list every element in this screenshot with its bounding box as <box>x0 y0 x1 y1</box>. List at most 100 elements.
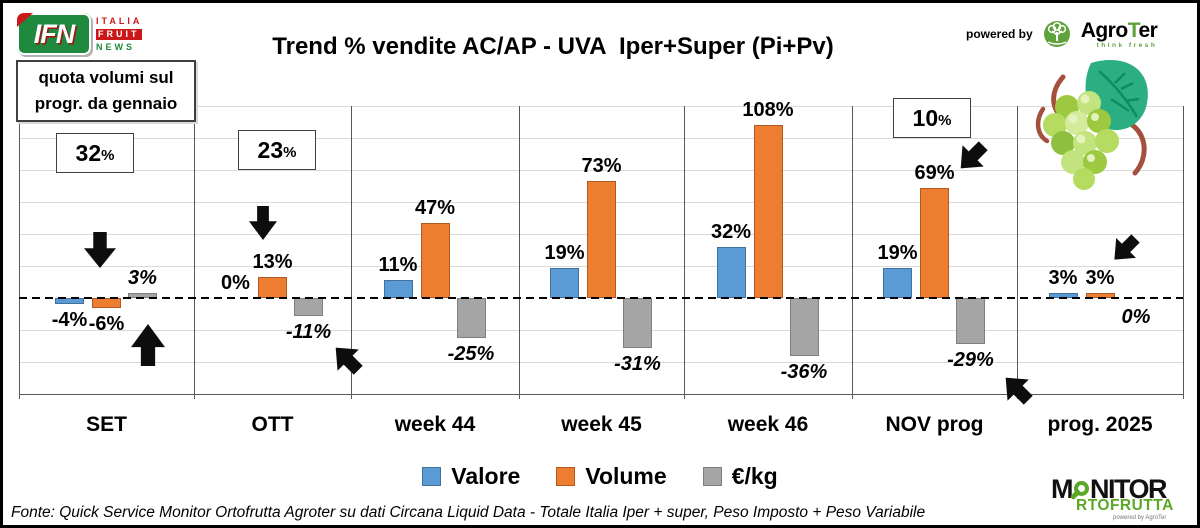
bar---kg-week-45 <box>623 298 652 348</box>
legend-item-volume: Volume <box>556 463 667 490</box>
category-separator <box>1017 106 1018 394</box>
agroter-tree-icon <box>1043 21 1070 47</box>
magnifier-icon <box>1074 481 1089 496</box>
bar-volume-set <box>92 298 121 308</box>
x-axis-label-week-46: week 46 <box>727 413 809 436</box>
powered-by-label: powered by <box>966 27 1033 41</box>
x-axis-label-week-45: week 45 <box>561 413 642 436</box>
quota-annotation-line1: quota volumi sul <box>38 67 174 87</box>
bar---kg-week-44 <box>456 298 486 338</box>
bar-valore-week-45 <box>550 267 579 298</box>
bar-valore-week-46 <box>716 246 746 298</box>
zero-baseline <box>19 297 1183 299</box>
bar-value-label: 11% <box>378 254 418 277</box>
bar-value-label: 3% <box>1048 267 1078 290</box>
bar-value-label: 108% <box>742 99 794 122</box>
category-separator <box>1183 106 1184 394</box>
bar-value-label: -31% <box>614 352 661 375</box>
powered-by-agroter: powered by AgroTer think fresh <box>966 19 1158 49</box>
bar---kg-week-46 <box>789 298 819 356</box>
bar-value-label: 13% <box>252 251 293 274</box>
bar-value-label: 19% <box>544 241 585 264</box>
bar-value-label: -6% <box>88 312 125 335</box>
bar-value-label: 3% <box>128 267 157 290</box>
agroter-tagline: think fresh <box>1096 42 1158 49</box>
quota-unit: % <box>283 143 297 161</box>
quota-unit: % <box>938 111 952 129</box>
quota-annotation-box: quota volumi sul progr. da gennaio <box>16 60 196 122</box>
bar-value-label: 47% <box>414 196 456 219</box>
bar-value-label: 0% <box>221 272 250 294</box>
quota-box-nov-prog: 10% <box>893 98 971 138</box>
ifn-word-news: NEWS <box>96 42 135 52</box>
monitor-powered-by: powered by AgroTer <box>1113 515 1167 521</box>
ifn-logo-mark: IFN <box>17 13 91 55</box>
ifn-word-italia: ITALIA <box>96 16 143 26</box>
axis-tick <box>852 394 853 399</box>
axis-tick <box>19 394 20 399</box>
bar-valore-week-44 <box>383 280 413 298</box>
quota-box-set: 32% <box>56 133 134 173</box>
gridline <box>19 170 1183 171</box>
category-separator <box>194 106 195 394</box>
axis-tick <box>351 394 352 399</box>
bar-value-label: -4% <box>51 309 88 332</box>
ifn-word-fruit: FRUIT <box>96 29 143 40</box>
quota-box-ott: 23% <box>238 130 316 170</box>
bar-volume-week-45 <box>587 181 616 298</box>
gridline <box>19 138 1183 139</box>
bar-volume-week-44 <box>420 222 450 298</box>
legend-item-valore: Valore <box>422 463 520 490</box>
quota-unit: % <box>101 146 115 164</box>
source-note: Fonte: Quick Service Monitor Ortofrutta … <box>11 504 926 521</box>
x-axis-label-week-44: week 44 <box>394 413 476 436</box>
quota-value: 10 <box>912 104 939 131</box>
bar---kg-nov-prog <box>956 298 985 345</box>
ifn-logo: IFN ITALIA FRUIT NEWS <box>17 13 143 55</box>
legend-item---kg: €/kg <box>702 463 778 490</box>
category-separator <box>19 106 20 394</box>
axis-tick <box>1183 394 1184 399</box>
block-arrow-icon <box>325 337 369 381</box>
category-separator <box>852 106 853 394</box>
legend-label: Volume <box>585 463 667 489</box>
bar-value-label: 0% <box>1121 306 1151 328</box>
chart-title: Trend % vendite AC/AP - UVA Iper+Super (… <box>272 33 834 60</box>
chart-legend: Valore Volume €/kg <box>3 463 1197 490</box>
x-axis-line <box>19 394 1183 395</box>
x-axis-label-prog--2025: prog. 2025 <box>1047 413 1153 436</box>
gridline <box>19 362 1183 363</box>
bar-value-label: -29% <box>947 349 994 372</box>
axis-tick <box>519 394 520 399</box>
monitor-line2: RTOFRUTTA <box>1076 497 1174 514</box>
bar-value-label: 3% <box>1085 267 1115 290</box>
bar-value-label: 32% <box>710 220 752 243</box>
bar-value-label: 19% <box>877 241 918 264</box>
bar-value-label: -25% <box>447 343 495 365</box>
bar-value-label: 69% <box>914 161 955 184</box>
x-axis-label-nov-prog: NOV prog <box>885 413 984 436</box>
category-separator <box>351 106 352 394</box>
axis-tick <box>684 394 685 399</box>
quota-annotation-line2: progr. da gennaio <box>34 94 178 113</box>
ifn-wordmark: ITALIA FRUIT NEWS <box>96 13 143 55</box>
bar-value-label: -11% <box>285 320 332 343</box>
legend-swatch-icon <box>702 467 722 486</box>
grapes-icon <box>1035 60 1148 190</box>
legend-swatch-icon <box>556 467 576 486</box>
x-axis-label-ott: OTT <box>251 413 294 436</box>
monitor-m: M <box>1051 474 1074 504</box>
gridline <box>19 330 1183 331</box>
x-axis-label-set: SET <box>86 413 127 436</box>
quota-value: 23 <box>257 136 284 163</box>
bar-value-label: -36% <box>780 360 828 383</box>
ifn-abbr: IFN <box>33 18 75 49</box>
gridline <box>19 106 1183 107</box>
legend-label: €/kg <box>731 463 778 489</box>
bar---kg-ott <box>294 298 323 316</box>
legend-swatch-icon <box>422 467 442 486</box>
monitor-ortofrutta-logo: M NITOR RTOFRUTTA powered by AgroTer <box>1051 474 1191 521</box>
quota-value: 32 <box>75 139 102 166</box>
agroter-wordmark: AgroTer think fresh <box>1081 19 1158 49</box>
legend-label: Valore <box>451 463 521 489</box>
